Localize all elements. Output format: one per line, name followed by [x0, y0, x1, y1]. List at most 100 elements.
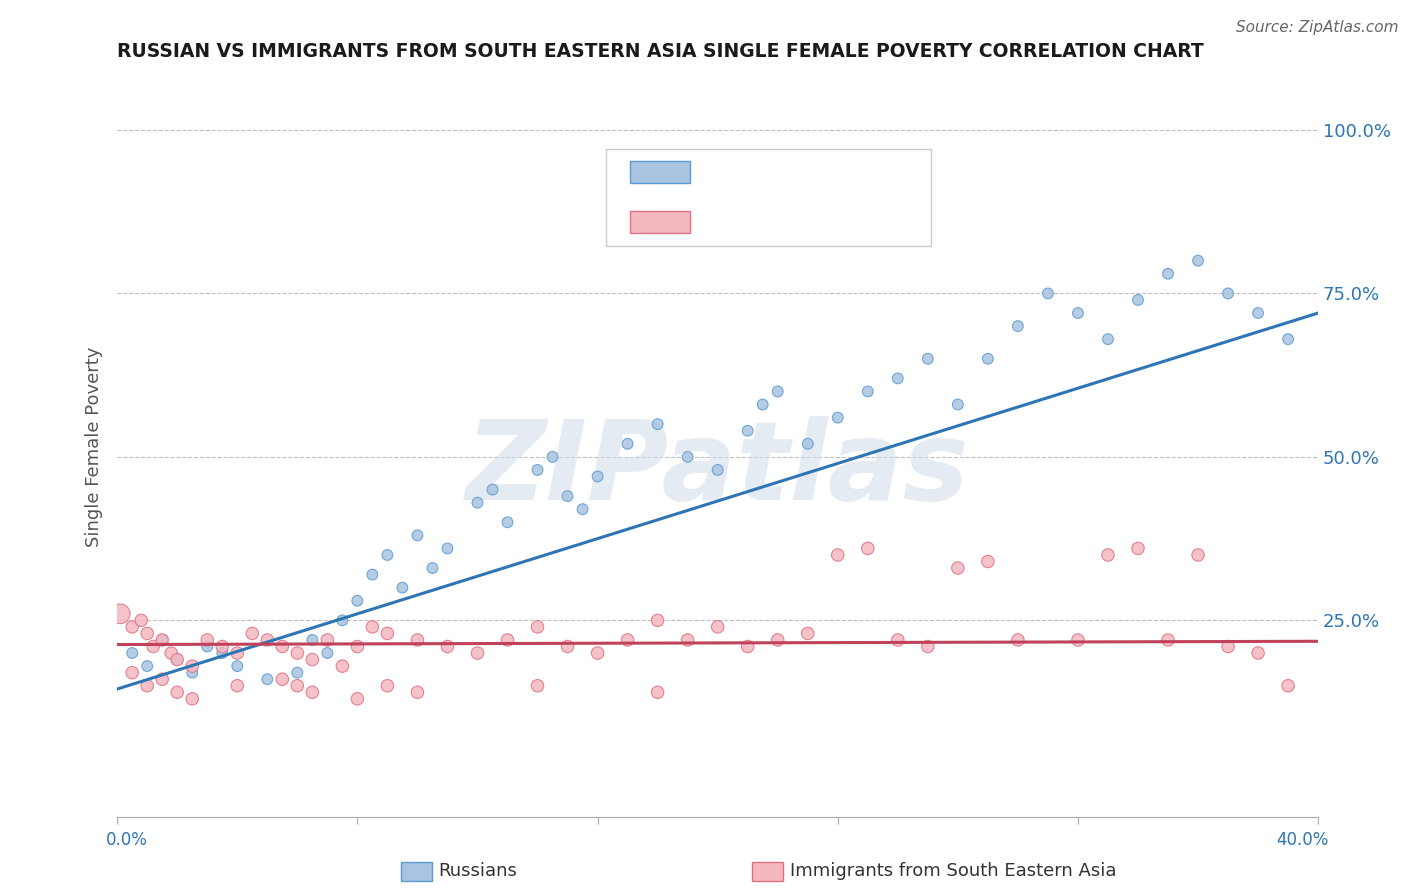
Point	[496, 632, 519, 647]
Point	[917, 351, 939, 366]
Point	[467, 646, 489, 660]
Point	[166, 685, 188, 699]
Point	[706, 620, 728, 634]
Point	[647, 613, 669, 627]
Point	[1097, 332, 1119, 346]
Point	[226, 679, 249, 693]
Point	[436, 640, 458, 654]
Point	[271, 640, 294, 654]
Point	[1067, 632, 1090, 647]
Point	[676, 632, 699, 647]
Point	[1067, 306, 1090, 320]
Point	[346, 593, 368, 607]
Point	[436, 541, 458, 556]
Point	[481, 483, 503, 497]
Point	[1216, 286, 1239, 301]
Point	[121, 665, 143, 680]
Point	[181, 659, 204, 673]
Point	[211, 640, 233, 654]
Point	[647, 685, 669, 699]
Point	[361, 620, 384, 634]
Text: ZIPatlas: ZIPatlas	[465, 416, 970, 523]
Point	[1187, 253, 1209, 268]
FancyBboxPatch shape	[606, 149, 931, 246]
Point	[1036, 286, 1059, 301]
Point	[557, 489, 579, 503]
Point	[946, 398, 969, 412]
Point	[256, 632, 278, 647]
Point	[1157, 267, 1180, 281]
Point	[316, 646, 339, 660]
Point	[332, 613, 354, 627]
Point	[316, 632, 339, 647]
Text: Source: ZipAtlas.com: Source: ZipAtlas.com	[1236, 20, 1399, 35]
Point	[1126, 541, 1149, 556]
Point	[406, 685, 429, 699]
Point	[796, 626, 818, 640]
FancyBboxPatch shape	[630, 161, 690, 183]
Point	[557, 640, 579, 654]
Point	[195, 640, 218, 654]
Point	[1247, 646, 1270, 660]
Point	[827, 548, 849, 562]
Point	[647, 417, 669, 432]
Point	[136, 659, 159, 673]
Point	[887, 632, 910, 647]
Point	[422, 561, 444, 575]
Point	[1247, 306, 1270, 320]
Point	[160, 646, 183, 660]
Point	[586, 646, 609, 660]
Point	[526, 679, 548, 693]
Point	[150, 632, 173, 647]
Point	[181, 691, 204, 706]
Point	[346, 691, 368, 706]
Point	[467, 496, 489, 510]
Point	[391, 581, 413, 595]
Point	[150, 672, 173, 686]
Point	[1007, 319, 1029, 334]
Point	[827, 410, 849, 425]
Point	[856, 384, 879, 399]
Point	[766, 632, 789, 647]
Point	[526, 620, 548, 634]
Text: R = 0.601: R = 0.601	[702, 163, 800, 181]
Point	[301, 652, 323, 666]
Point	[946, 561, 969, 575]
Point	[586, 469, 609, 483]
Point	[706, 463, 728, 477]
Point	[240, 626, 263, 640]
Text: N = 65: N = 65	[815, 212, 883, 231]
Point	[796, 437, 818, 451]
Text: RUSSIAN VS IMMIGRANTS FROM SOUTH EASTERN ASIA SINGLE FEMALE POVERTY CORRELATION : RUSSIAN VS IMMIGRANTS FROM SOUTH EASTERN…	[117, 42, 1204, 61]
Point	[766, 384, 789, 399]
Point	[195, 632, 218, 647]
Point	[166, 652, 188, 666]
Point	[377, 626, 399, 640]
Point	[121, 620, 143, 634]
Point	[977, 351, 1000, 366]
Point	[737, 640, 759, 654]
Point	[108, 607, 131, 621]
Point	[256, 672, 278, 686]
Text: Russians: Russians	[439, 863, 517, 880]
Point	[1157, 632, 1180, 647]
Point	[541, 450, 564, 464]
Point	[1277, 332, 1299, 346]
Point	[1097, 548, 1119, 562]
Point	[1007, 632, 1029, 647]
Point	[1277, 679, 1299, 693]
Y-axis label: Single Female Poverty: Single Female Poverty	[86, 347, 103, 548]
Point	[1187, 548, 1209, 562]
Point	[226, 646, 249, 660]
Point	[977, 554, 1000, 568]
Text: 40.0%: 40.0%	[1277, 831, 1329, 849]
Point	[1216, 640, 1239, 654]
Text: R = 0.016: R = 0.016	[702, 212, 800, 231]
Point	[332, 659, 354, 673]
FancyBboxPatch shape	[630, 211, 690, 233]
Point	[856, 541, 879, 556]
Point	[737, 424, 759, 438]
Point	[301, 632, 323, 647]
Point	[571, 502, 593, 516]
Point	[917, 640, 939, 654]
